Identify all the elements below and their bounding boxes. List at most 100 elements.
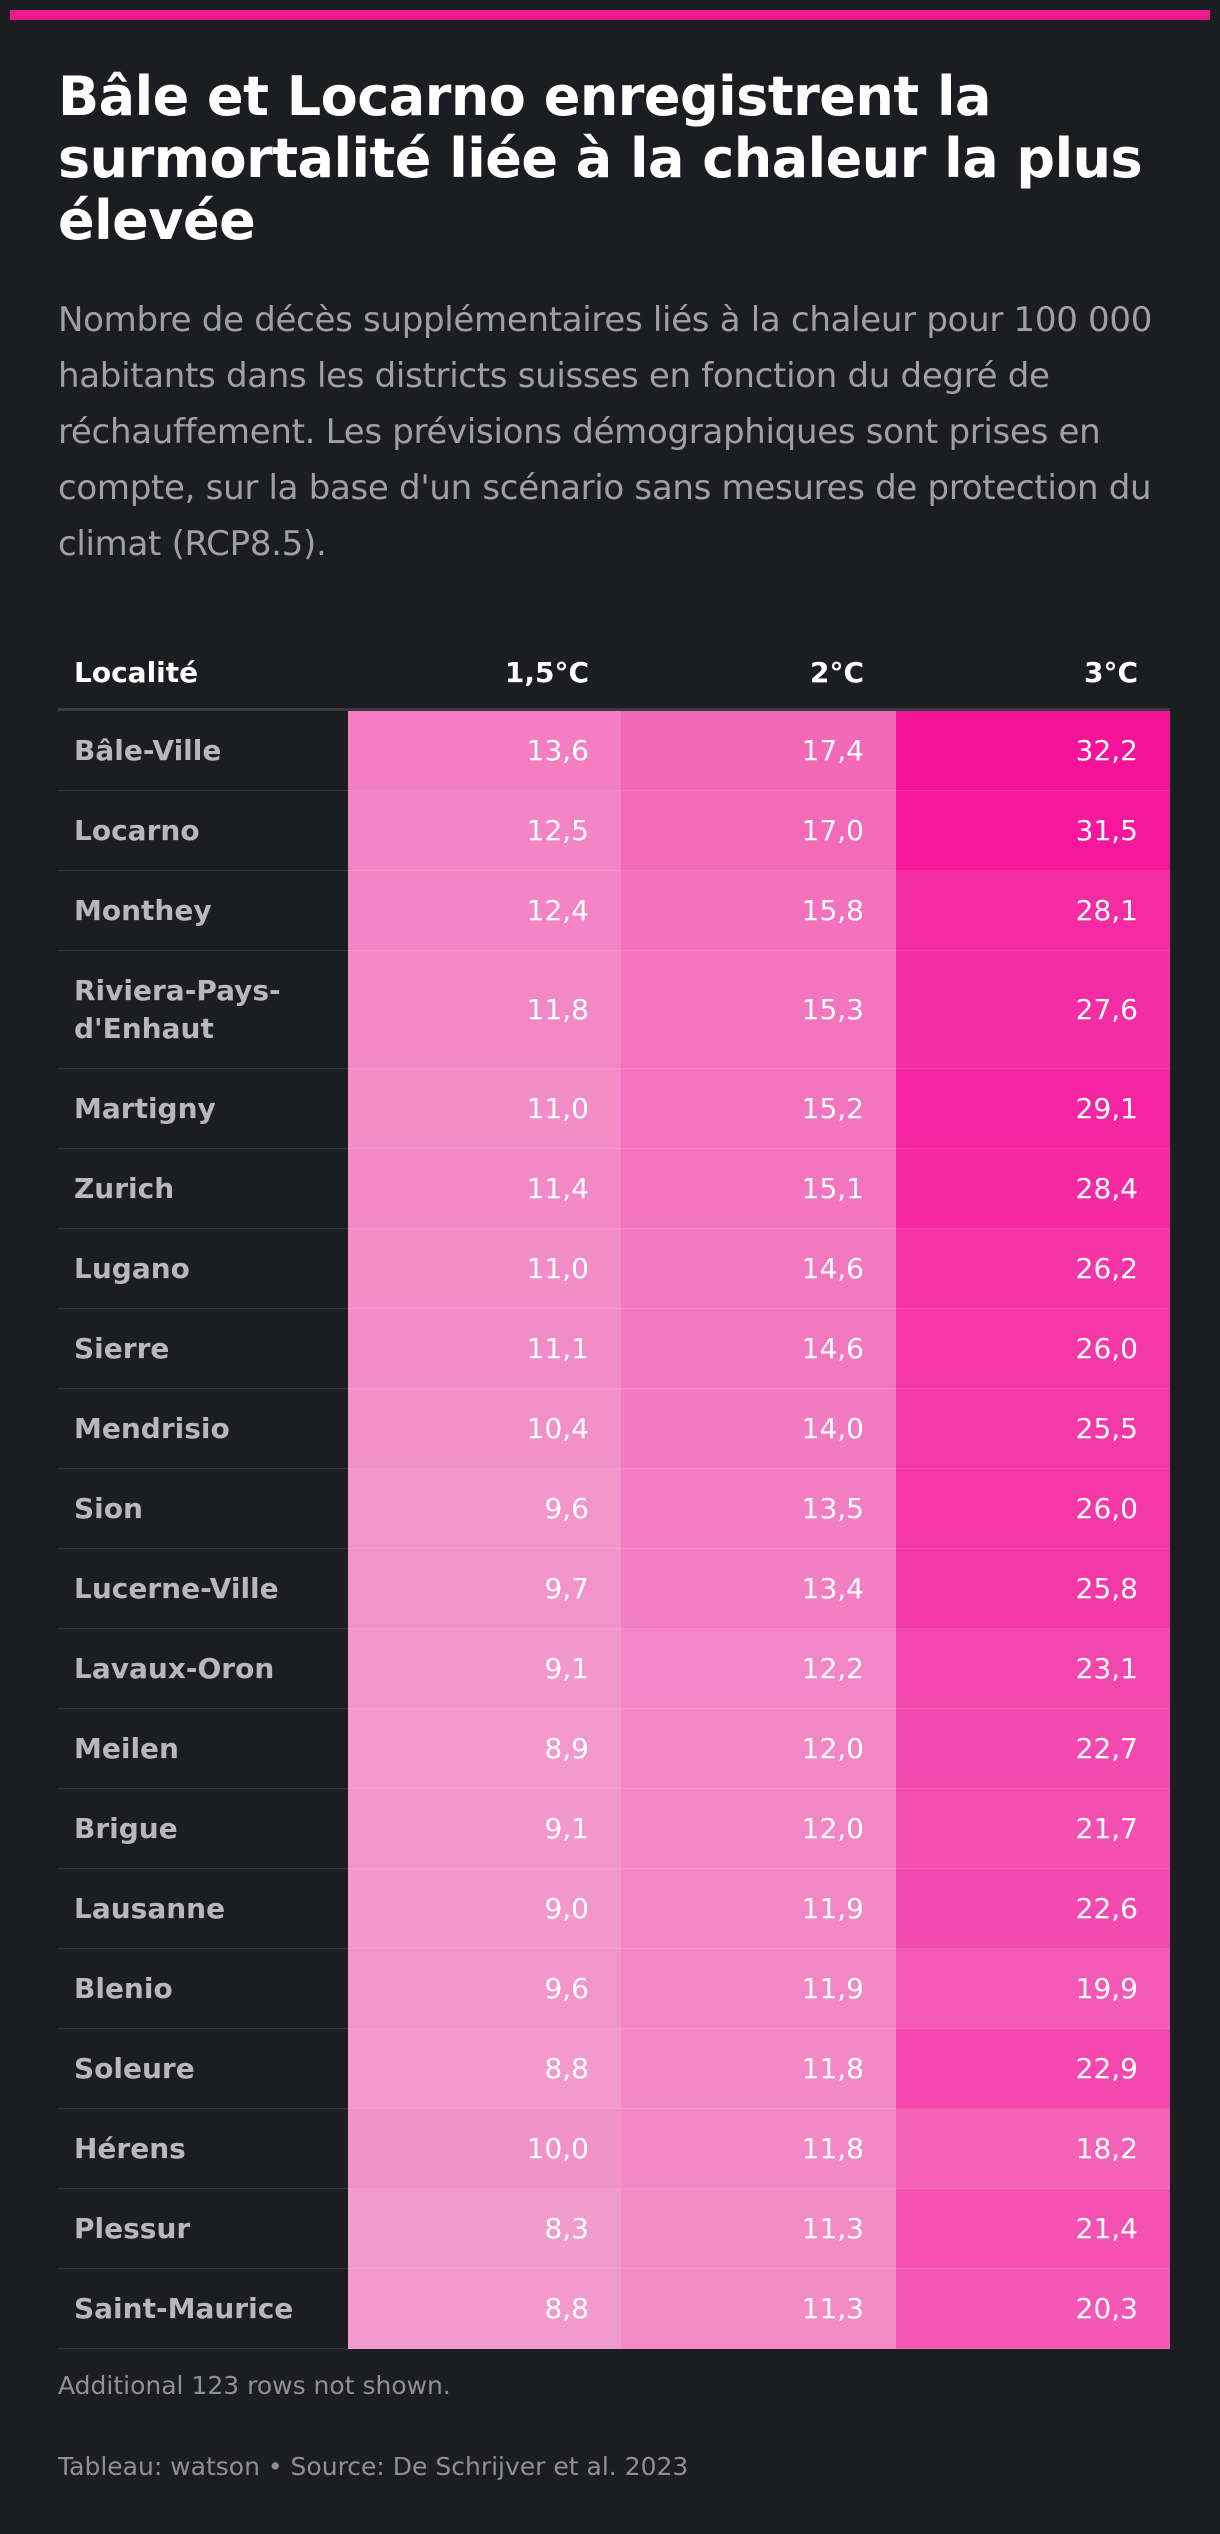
- row-locality: Brigue: [58, 1788, 348, 1869]
- table-row: Locarno 12,5 17,0 31,5: [58, 790, 1170, 871]
- column-header-2c[interactable]: 2°C: [621, 636, 896, 711]
- accent-bar: [10, 10, 1210, 20]
- cell-value-3c: 21,4: [896, 2188, 1170, 2269]
- row-locality: Soleure: [58, 2028, 348, 2109]
- cell-value-1-5c: 9,1: [348, 1628, 621, 1709]
- table-row: Brigue 9,1 12,0 21,7: [58, 1788, 1170, 1869]
- cell-value-1-5c: 12,4: [348, 870, 621, 951]
- cell-value-3c: 25,5: [896, 1388, 1170, 1469]
- cell-value-3c: 22,9: [896, 2028, 1170, 2109]
- table-row: Lugano 11,0 14,6 26,2: [58, 1228, 1170, 1309]
- cell-value-3c: 20,3: [896, 2268, 1170, 2349]
- cell-value-1-5c: 11,1: [348, 1308, 621, 1389]
- column-header-3c[interactable]: 3°C: [896, 636, 1170, 711]
- cell-value-1-5c: 10,4: [348, 1388, 621, 1469]
- cell-value-2c: 14,6: [621, 1308, 896, 1389]
- cell-value-2c: 15,1: [621, 1148, 896, 1229]
- cell-value-2c: 11,9: [621, 1868, 896, 1949]
- cell-value-2c: 12,2: [621, 1628, 896, 1709]
- cell-value-2c: 11,9: [621, 1948, 896, 2029]
- cell-value-2c: 17,0: [621, 790, 896, 871]
- row-locality: Locarno: [58, 790, 348, 871]
- row-locality: Sion: [58, 1468, 348, 1549]
- cell-value-1-5c: 8,9: [348, 1708, 621, 1789]
- row-locality: Martigny: [58, 1068, 348, 1149]
- cell-value-3c: 26,0: [896, 1308, 1170, 1389]
- rows-not-shown-note: Additional 123 rows not shown.: [58, 2371, 451, 2400]
- cell-value-2c: 15,2: [621, 1068, 896, 1149]
- cell-value-1-5c: 8,8: [348, 2268, 621, 2349]
- cell-value-2c: 11,8: [621, 2108, 896, 2189]
- cell-value-3c: 19,9: [896, 1948, 1170, 2029]
- cell-value-3c: 26,0: [896, 1468, 1170, 1549]
- cell-value-2c: 11,8: [621, 2028, 896, 2109]
- cell-value-2c: 15,3: [621, 950, 896, 1069]
- cell-value-3c: 32,2: [896, 709, 1170, 791]
- cell-value-3c: 18,2: [896, 2108, 1170, 2189]
- row-locality: Lugano: [58, 1228, 348, 1309]
- table-row: Soleure 8,8 11,8 22,9: [58, 2028, 1170, 2109]
- table-row: Mendrisio 10,4 14,0 25,5: [58, 1388, 1170, 1469]
- cell-value-1-5c: 9,0: [348, 1868, 621, 1949]
- row-locality: Sierre: [58, 1308, 348, 1389]
- table-row: Monthey 12,4 15,8 28,1: [58, 870, 1170, 951]
- chart-container: Bâle et Locarno enregistrent la surmorta…: [58, 65, 1170, 2481]
- cell-value-1-5c: 9,6: [348, 1948, 621, 2029]
- cell-value-2c: 17,4: [621, 709, 896, 791]
- cell-value-3c: 27,6: [896, 950, 1170, 1069]
- table-row: Blenio 9,6 11,9 19,9: [58, 1948, 1170, 2029]
- column-header-1-5c[interactable]: 1,5°C: [348, 636, 621, 711]
- row-locality: Riviera-Pays-d'Enhaut: [58, 950, 348, 1069]
- cell-value-3c: 23,1: [896, 1628, 1170, 1709]
- cell-value-3c: 21,7: [896, 1788, 1170, 1869]
- column-header-locality[interactable]: Localité: [58, 636, 348, 711]
- table-row: Plessur 8,3 11,3 21,4: [58, 2188, 1170, 2269]
- row-locality: Meilen: [58, 1708, 348, 1789]
- chart-subtitle: Nombre de décès supplémentaires liés à l…: [58, 300, 1153, 564]
- cell-value-1-5c: 8,3: [348, 2188, 621, 2269]
- row-locality: Monthey: [58, 870, 348, 951]
- cell-value-1-5c: 9,1: [348, 1788, 621, 1869]
- row-locality: Lavaux-Oron: [58, 1628, 348, 1709]
- cell-value-1-5c: 10,0: [348, 2108, 621, 2189]
- row-locality: Lucerne-Ville: [58, 1548, 348, 1629]
- row-locality: Mendrisio: [58, 1388, 348, 1469]
- cell-value-2c: 13,5: [621, 1468, 896, 1549]
- row-locality: Saint-Maurice: [58, 2268, 348, 2349]
- cell-value-3c: 22,7: [896, 1708, 1170, 1789]
- cell-value-3c: 31,5: [896, 790, 1170, 871]
- table-row: Zurich 11,4 15,1 28,4: [58, 1148, 1170, 1229]
- cell-value-1-5c: 11,8: [348, 950, 621, 1069]
- cell-value-1-5c: 12,5: [348, 790, 621, 871]
- cell-value-2c: 12,0: [621, 1708, 896, 1789]
- cell-value-1-5c: 8,8: [348, 2028, 621, 2109]
- cell-value-2c: 11,3: [621, 2268, 896, 2349]
- cell-value-2c: 15,8: [621, 870, 896, 951]
- table-body: Bâle-Ville 13,6 17,4 32,2 Locarno 12,5 17,0 31,…: [58, 709, 1170, 2349]
- table-row: Riviera-Pays-d'Enhaut 11,8 15,3 27,6: [58, 950, 1170, 1069]
- cell-value-3c: 22,6: [896, 1868, 1170, 1949]
- cell-value-1-5c: 11,4: [348, 1148, 621, 1229]
- table-row: Martigny 11,0 15,2 29,1: [58, 1068, 1170, 1149]
- table-row: Sion 9,6 13,5 26,0: [58, 1468, 1170, 1549]
- cell-value-1-5c: 9,6: [348, 1468, 621, 1549]
- row-locality: Blenio: [58, 1948, 348, 2029]
- cell-value-2c: 14,6: [621, 1228, 896, 1309]
- source-credit: Tableau: watson • Source: De Schrijver e…: [58, 2452, 689, 2481]
- table-row: Lucerne-Ville 9,7 13,4 25,8: [58, 1548, 1170, 1629]
- cell-value-2c: 11,3: [621, 2188, 896, 2269]
- row-locality: Bâle-Ville: [58, 709, 348, 791]
- cell-value-1-5c: 13,6: [348, 709, 621, 791]
- row-locality: Zurich: [58, 1148, 348, 1229]
- cell-value-3c: 28,4: [896, 1148, 1170, 1229]
- chart-title: Bâle et Locarno enregistrent la surmorta…: [58, 65, 1143, 252]
- cell-value-2c: 12,0: [621, 1788, 896, 1869]
- table-row: Sierre 11,1 14,6 26,0: [58, 1308, 1170, 1389]
- cell-value-3c: 29,1: [896, 1068, 1170, 1149]
- table-row: Meilen 8,9 12,0 22,7: [58, 1708, 1170, 1789]
- cell-value-3c: 28,1: [896, 870, 1170, 951]
- row-locality: Hérens: [58, 2108, 348, 2189]
- table-row: Saint-Maurice 8,8 11,3 20,3: [58, 2268, 1170, 2349]
- cell-value-1-5c: 11,0: [348, 1068, 621, 1149]
- table-row: Hérens 10,0 11,8 18,2: [58, 2108, 1170, 2189]
